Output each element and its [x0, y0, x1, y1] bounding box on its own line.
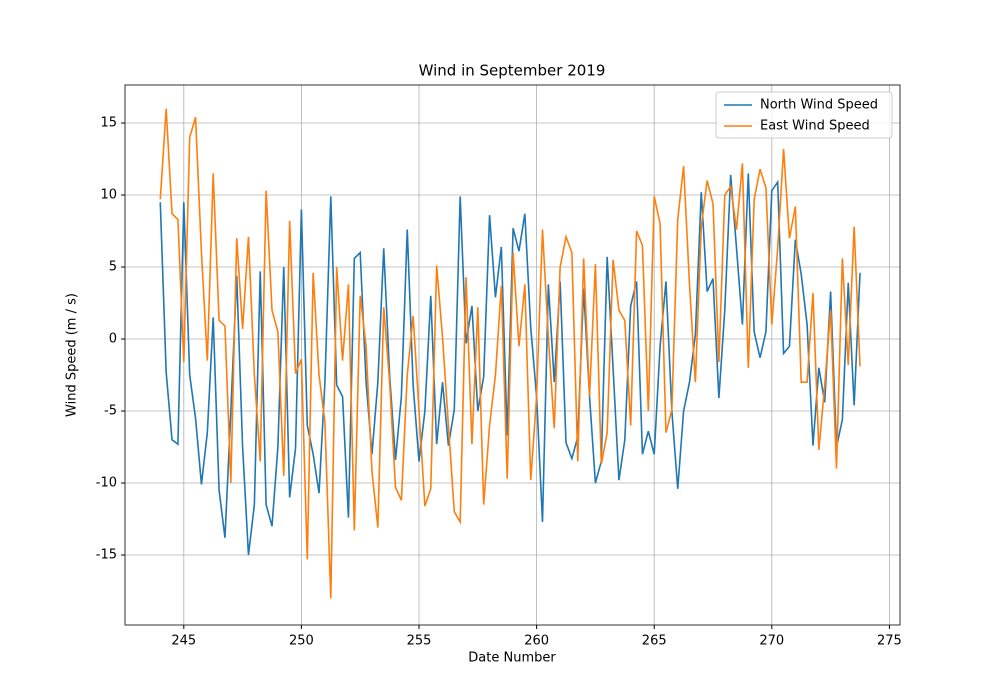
data-line — [159, 173, 861, 556]
x-tick-label: 270 — [759, 634, 784, 649]
plot-frame — [124, 84, 901, 626]
x-axis-label: Date Number — [468, 651, 556, 666]
legend-label: North Wind Speed — [760, 98, 878, 113]
y-tick-label: 10 — [100, 188, 117, 203]
data-line — [159, 108, 861, 599]
y-tick-label: -15 — [96, 548, 117, 563]
y-tick-label: 15 — [100, 116, 117, 131]
y-tick-label: -10 — [96, 476, 117, 491]
x-tick-label: 245 — [171, 634, 196, 649]
y-tick-label: 5 — [109, 260, 117, 275]
y-axis-label: Wind Speed (m / s) — [65, 293, 80, 417]
legend-box — [715, 91, 893, 139]
legend-label: East Wind Speed — [760, 119, 870, 134]
chart-title: Wind in September 2019 — [419, 62, 606, 80]
x-tick-label: 255 — [407, 634, 432, 649]
y-tick-label: 0 — [109, 332, 117, 347]
x-tick-label: 260 — [524, 634, 549, 649]
y-tick-label: -5 — [104, 404, 117, 419]
x-tick-label: 250 — [289, 634, 314, 649]
x-tick-label: 265 — [642, 634, 667, 649]
x-tick-label: 275 — [877, 634, 902, 649]
